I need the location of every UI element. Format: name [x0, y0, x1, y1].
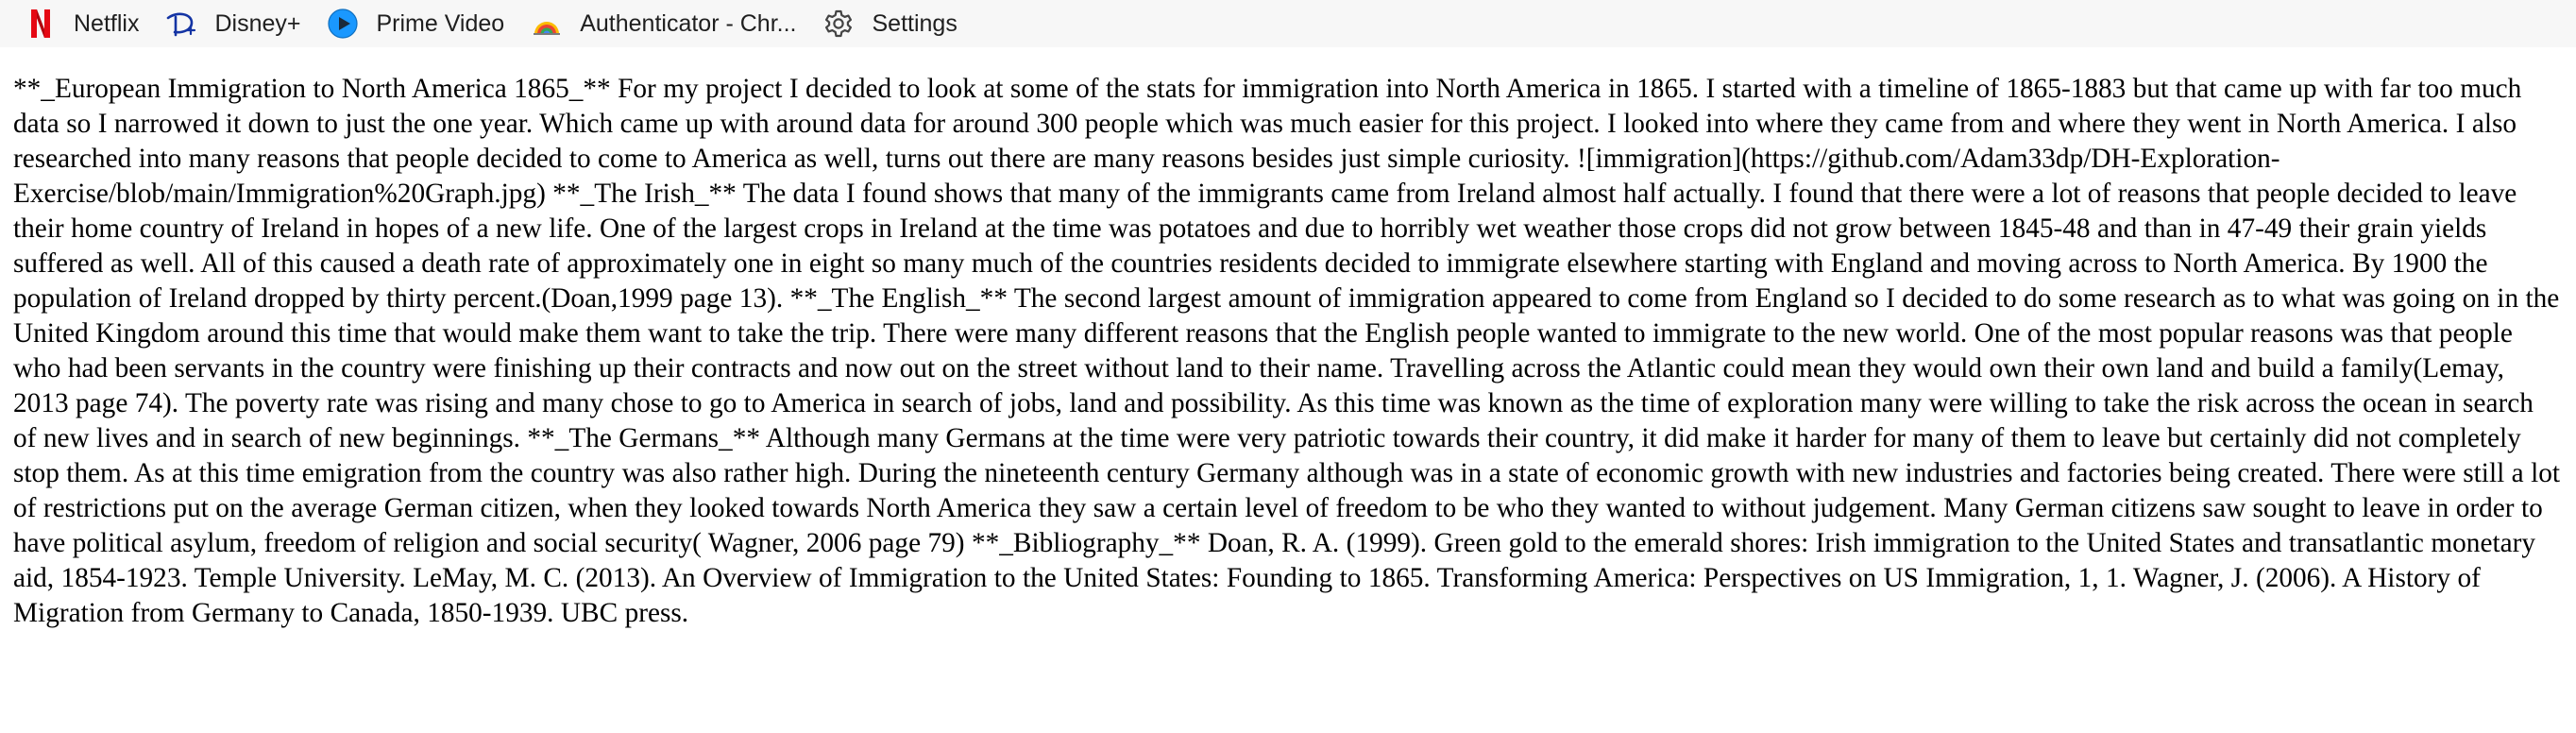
- bookmark-disney-plus[interactable]: Disney+: [152, 5, 314, 43]
- bookmark-netflix[interactable]: Netflix: [0, 5, 152, 43]
- bookmark-label: Prime Video: [376, 9, 505, 37]
- bookmark-label: Netflix: [74, 9, 140, 37]
- prime-video-icon: [327, 8, 359, 40]
- bookmarks-bar: Netflix Disney+ Prime Video: [0, 0, 2576, 47]
- gear-icon: [822, 8, 855, 40]
- bookmark-label: Authenticator - Chr...: [580, 9, 797, 37]
- bookmark-label: Settings: [872, 9, 958, 37]
- bookmark-prime-video[interactable]: Prime Video: [314, 5, 517, 43]
- authenticator-icon: [531, 8, 563, 40]
- bookmark-authenticator[interactable]: Authenticator - Chr...: [517, 5, 809, 43]
- disney-plus-icon: [165, 8, 197, 40]
- bookmark-label: Disney+: [214, 9, 301, 37]
- article-text: **_European Immigration to North America…: [13, 74, 2561, 628]
- bookmark-settings[interactable]: Settings: [809, 5, 970, 43]
- netflix-icon: [25, 8, 57, 40]
